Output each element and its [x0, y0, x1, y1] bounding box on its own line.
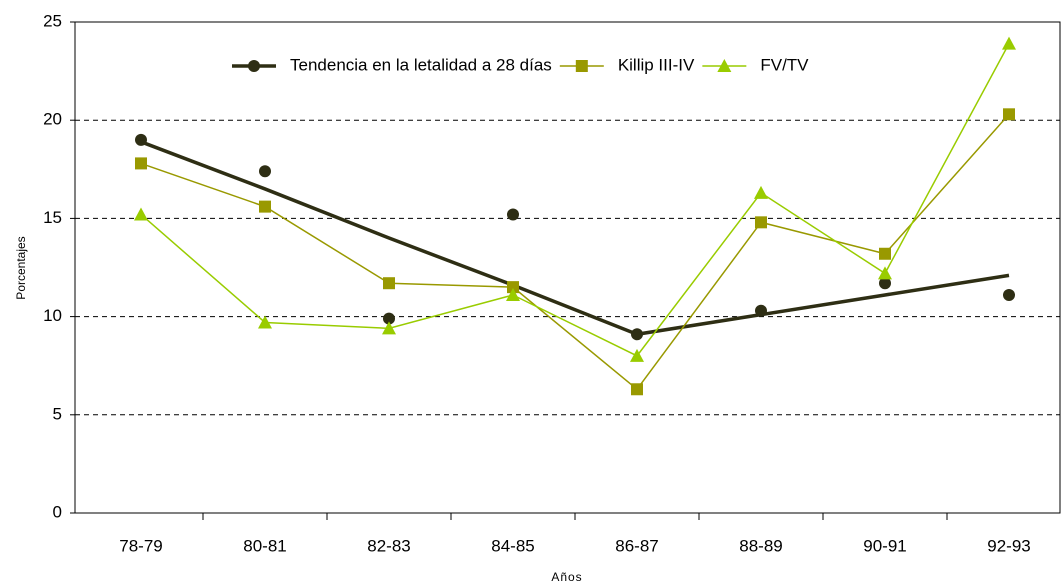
y-tick-label: 20 [43, 110, 62, 129]
legend-label: Killip III-IV [618, 55, 695, 74]
data-point [134, 207, 148, 221]
x-tick-label: 80-81 [243, 536, 286, 555]
y-tick-label: 0 [53, 502, 62, 521]
data-point [755, 304, 767, 317]
data-point [383, 312, 395, 325]
x-tick-label: 88-89 [739, 536, 782, 555]
y-tick-label: 5 [53, 404, 62, 423]
data-point [383, 277, 395, 290]
data-point [631, 328, 643, 341]
series-line [140, 43, 1010, 357]
data-point [1003, 288, 1015, 301]
x-axis-label: Años [551, 570, 582, 584]
legend-label: Tendencia en la letalidad a 28 días [290, 55, 552, 74]
y-tick-label: 25 [43, 11, 62, 30]
data-point [382, 321, 396, 335]
data-point [259, 200, 271, 213]
data-point [135, 133, 147, 146]
data-point [755, 216, 767, 229]
y-tick-label: 15 [43, 208, 62, 227]
y-axis-label: Porcentajes [14, 236, 28, 299]
legend-label: FV/TV [760, 55, 809, 74]
x-tick-label: 82-83 [367, 536, 410, 555]
data-point [879, 247, 891, 260]
data-point [506, 287, 520, 301]
data-point [1002, 36, 1016, 50]
x-tick-label: 92-93 [987, 536, 1030, 555]
y-tick-label: 10 [43, 306, 62, 325]
data-point [258, 315, 272, 329]
data-point [878, 266, 892, 280]
data-point [507, 281, 519, 294]
data-point [259, 165, 271, 178]
trend-line [140, 140, 1010, 337]
data-point [1003, 108, 1015, 121]
data-point [507, 208, 519, 221]
legend-marker [575, 60, 588, 72]
plot-frame [74, 21, 1061, 514]
legend-marker [248, 60, 260, 72]
data-point [879, 277, 891, 290]
data-point [630, 348, 644, 362]
x-tick-label: 86-87 [615, 536, 658, 555]
legend-marker [717, 59, 732, 72]
x-tick-label: 78-79 [119, 536, 162, 555]
series-line [140, 113, 1010, 391]
data-point [631, 383, 643, 396]
x-tick-label: 90-91 [863, 536, 906, 555]
data-point [754, 185, 768, 199]
data-point [135, 157, 147, 170]
x-tick-label: 84-85 [491, 536, 534, 555]
